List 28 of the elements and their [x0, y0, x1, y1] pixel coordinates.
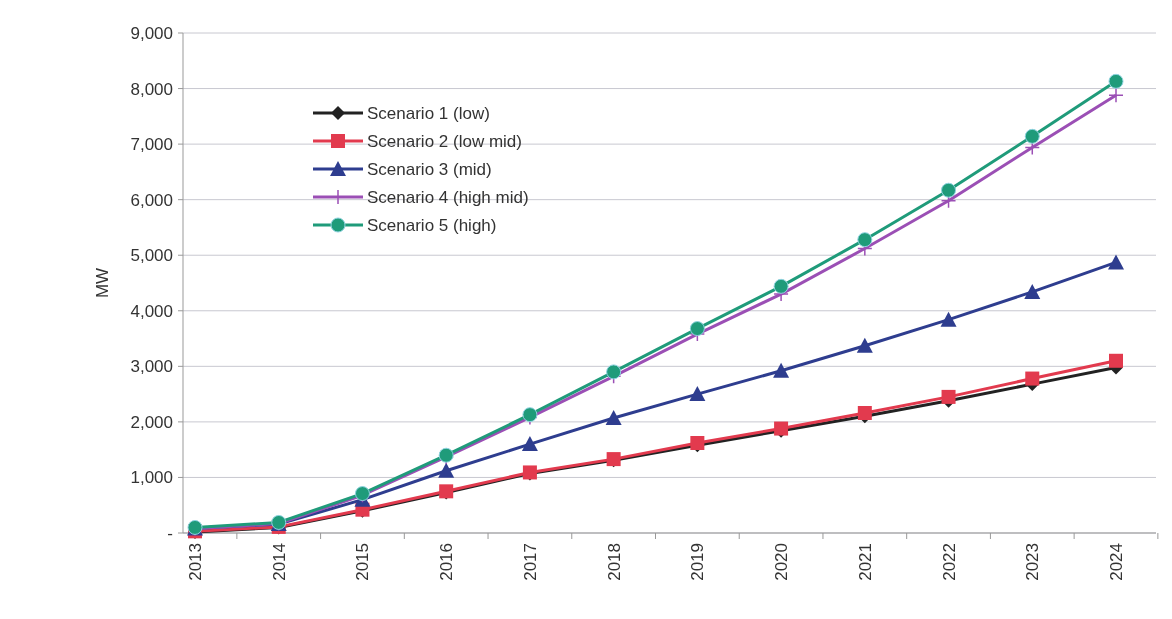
- y-tick-label: 8,000: [130, 79, 173, 99]
- y-tick-label: 7,000: [130, 135, 173, 155]
- x-tick-label: 2017: [520, 543, 540, 581]
- x-tick-label: 2020: [772, 543, 792, 581]
- x-tick-label: 2023: [1023, 543, 1043, 581]
- y-tick-label: -: [167, 523, 173, 543]
- legend-label: Scenario 5 (high): [367, 215, 497, 235]
- legend-label: Scenario 2 (low mid): [367, 131, 522, 151]
- x-tick-label: 2016: [437, 543, 457, 581]
- y-tick-label: 2,000: [130, 412, 173, 432]
- y-tick-label: 4,000: [130, 301, 173, 321]
- x-tick-label: 2021: [855, 543, 875, 581]
- y-tick-label: 3,000: [130, 357, 173, 377]
- y-tick-label: 6,000: [130, 190, 173, 210]
- x-tick-label: 2015: [353, 543, 373, 581]
- legend-label: Scenario 4 (high mid): [367, 187, 529, 207]
- x-tick-label: 2022: [939, 543, 959, 581]
- y-tick-label: 5,000: [130, 246, 173, 266]
- x-tick-label: 2019: [688, 543, 708, 581]
- x-tick-label: 2014: [269, 543, 289, 581]
- x-tick-label: 2024: [1107, 543, 1126, 581]
- y-tick-label: 9,000: [130, 23, 173, 43]
- y-tick-label: 1,000: [130, 468, 173, 488]
- y-axis-title: MW: [93, 267, 112, 299]
- legend-label: Scenario 1 (low): [367, 103, 490, 123]
- legend-label: Scenario 3 (mid): [367, 159, 492, 179]
- x-tick-label: 2018: [604, 543, 624, 581]
- x-tick-label: 2013: [186, 543, 205, 581]
